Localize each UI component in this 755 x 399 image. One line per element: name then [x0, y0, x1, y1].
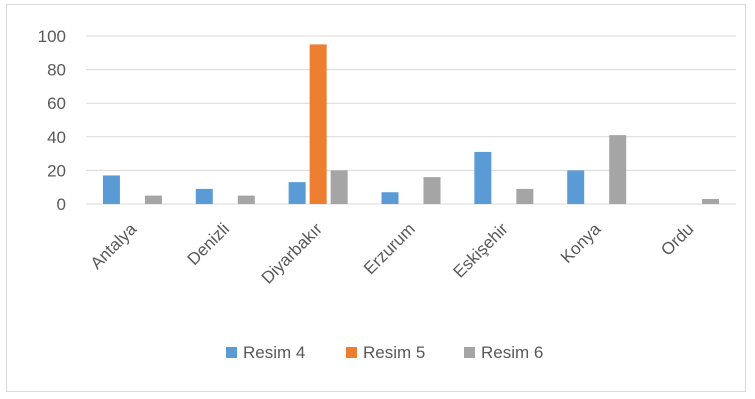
- bars: [102, 44, 720, 205]
- legend-label: Resim 5: [363, 343, 425, 362]
- x-tick-label: Ordu: [657, 219, 697, 259]
- legend-swatch: [464, 347, 475, 358]
- y-tick-label: 100: [38, 27, 66, 46]
- axes: 0 20 40 60 80 100 Antalya Denizli Diyarbakır Erzu…: [38, 27, 698, 288]
- legend-label: Resim 4: [243, 343, 305, 362]
- legend-swatch: [346, 347, 357, 358]
- y-tick-label: 40: [47, 128, 66, 147]
- bar: [474, 151, 492, 204]
- bar: [195, 188, 213, 204]
- bar: [288, 182, 306, 204]
- y-tick-label: 80: [47, 61, 66, 80]
- legend-label: Resim 6: [481, 343, 543, 362]
- gridlines: [86, 35, 736, 205]
- bar: [702, 198, 720, 204]
- bar: [381, 192, 399, 204]
- bar: [309, 44, 327, 205]
- x-tick-label: Diyarbakır: [258, 219, 326, 287]
- x-tick-label: Antalya: [87, 219, 141, 273]
- bar: [237, 195, 255, 204]
- legend: Resim 4 Resim 5 Resim 6: [226, 343, 543, 362]
- bar: [330, 170, 348, 204]
- x-tick-label: Konya: [557, 219, 605, 267]
- x-tick-label: Erzurum: [360, 219, 419, 278]
- bar: [423, 177, 441, 204]
- y-tick-label: 60: [47, 94, 66, 113]
- bar: [144, 195, 162, 204]
- bar: [102, 175, 120, 204]
- x-tick-label: Denizli: [184, 219, 234, 269]
- x-tick-label: Eskişehir: [449, 219, 511, 281]
- y-tick-label: 0: [57, 195, 66, 214]
- bar: [567, 170, 585, 204]
- bar: [609, 135, 627, 204]
- bar: [516, 188, 534, 204]
- legend-swatch: [226, 347, 237, 358]
- y-tick-label: 20: [47, 161, 66, 180]
